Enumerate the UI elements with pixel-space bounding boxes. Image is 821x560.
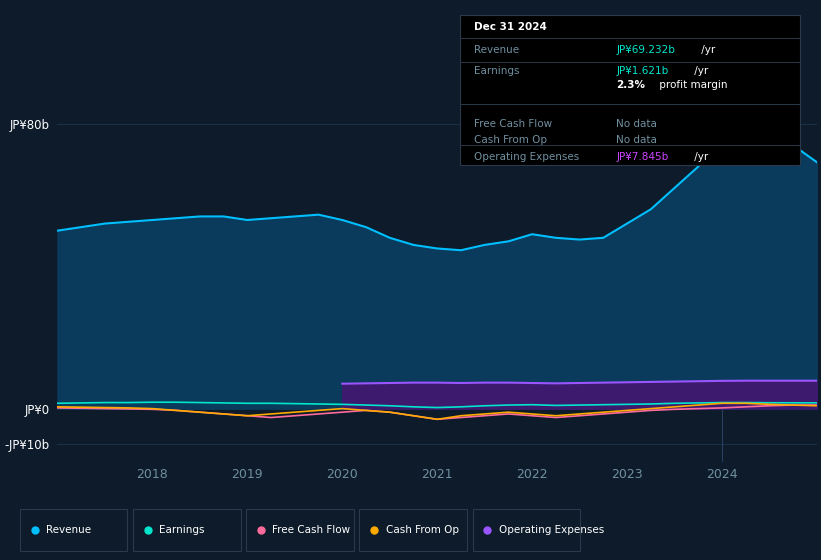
- FancyBboxPatch shape: [21, 509, 127, 551]
- FancyBboxPatch shape: [360, 509, 467, 551]
- FancyBboxPatch shape: [246, 509, 354, 551]
- Text: profit margin: profit margin: [655, 80, 727, 90]
- FancyBboxPatch shape: [133, 509, 241, 551]
- Text: JP¥69.232b: JP¥69.232b: [617, 45, 676, 55]
- Text: Cash From Op: Cash From Op: [474, 136, 547, 145]
- Text: Cash From Op: Cash From Op: [386, 525, 459, 535]
- Text: Dec 31 2024: Dec 31 2024: [474, 22, 547, 32]
- Text: No data: No data: [617, 119, 658, 129]
- Text: /yr: /yr: [698, 45, 715, 55]
- Text: /yr: /yr: [690, 66, 708, 76]
- Text: JP¥1.621b: JP¥1.621b: [617, 66, 668, 76]
- Text: JP¥7.845b: JP¥7.845b: [617, 152, 668, 162]
- Text: 2.3%: 2.3%: [617, 80, 645, 90]
- Text: Free Cash Flow: Free Cash Flow: [474, 119, 552, 129]
- Text: Revenue: Revenue: [474, 45, 519, 55]
- Text: /yr: /yr: [690, 152, 708, 162]
- Text: Revenue: Revenue: [46, 525, 91, 535]
- Text: Operating Expenses: Operating Expenses: [498, 525, 604, 535]
- Text: Earnings: Earnings: [474, 66, 519, 76]
- Text: Earnings: Earnings: [159, 525, 205, 535]
- FancyBboxPatch shape: [473, 509, 580, 551]
- Text: Operating Expenses: Operating Expenses: [474, 152, 579, 162]
- Text: No data: No data: [617, 136, 658, 145]
- Text: Free Cash Flow: Free Cash Flow: [273, 525, 351, 535]
